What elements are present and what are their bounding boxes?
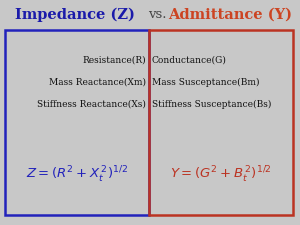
Text: Impedance (Z): Impedance (Z) <box>15 8 135 22</box>
Text: Stiffness Reactance(Xs): Stiffness Reactance(Xs) <box>37 99 146 108</box>
Text: $Z = (R^2 + X_t^{\,2})^{1/2}$: $Z = (R^2 + X_t^{\,2})^{1/2}$ <box>26 165 128 185</box>
Text: Stiffness Susceptance(Bs): Stiffness Susceptance(Bs) <box>152 99 272 109</box>
Text: Admittance (Y): Admittance (Y) <box>168 8 292 22</box>
Text: Resistance(R): Resistance(R) <box>82 56 146 65</box>
Text: Mass Reactance(Xm): Mass Reactance(Xm) <box>49 77 146 86</box>
Text: vs.: vs. <box>148 9 167 22</box>
Text: Conductance(G): Conductance(G) <box>152 56 227 65</box>
Text: $Y = (G^2 + B_t^{\,2})^{1/2}$: $Y = (G^2 + B_t^{\,2})^{1/2}$ <box>170 165 272 185</box>
Text: Mass Susceptance(Bm): Mass Susceptance(Bm) <box>152 77 260 87</box>
